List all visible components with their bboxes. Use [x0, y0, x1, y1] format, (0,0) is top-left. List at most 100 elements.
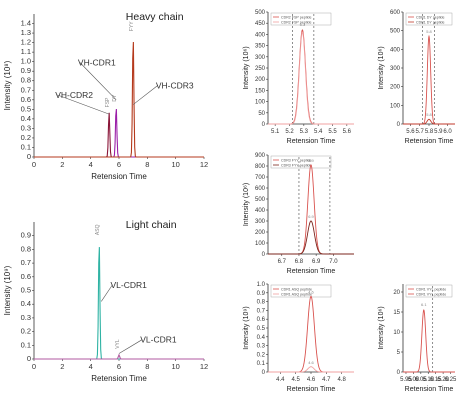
series-line: [403, 309, 455, 373]
x-axis-label: Retension Time: [405, 138, 454, 145]
y-tick-label: 0.8: [257, 300, 266, 306]
x-tick-label: 12: [200, 362, 208, 371]
y-tick-label: 0: [27, 354, 31, 363]
legend-box: [270, 12, 332, 26]
legend-entry: CDR3 FYY peptide: [281, 164, 312, 168]
x-tick-label: 4: [89, 362, 93, 371]
legend-entry: CDR2 FSP peptide: [281, 16, 312, 20]
annotation-leader: [79, 62, 117, 101]
chart-z1: 0 50 100 150 200 250 300 350 400 450 500 5.1 5.2 5.3 5…: [243, 10, 354, 145]
x-tick-label: 6.15: [430, 377, 442, 383]
y-tick-label: 300: [390, 66, 401, 72]
x-axis-label: Retension Time: [405, 386, 454, 393]
y-tick-label: 0.5: [21, 104, 31, 113]
annotation-label: VL-CDR1: [111, 280, 148, 290]
y-tick-label: 500: [390, 29, 401, 35]
x-tick-label: 4.5: [291, 377, 300, 383]
y-tick-label: 400: [390, 47, 401, 53]
x-tick-label: 8: [145, 160, 149, 169]
y-tick-label: 0.8: [21, 76, 31, 85]
y-tick-label: 0.5: [21, 286, 31, 295]
annotation-label: VH-CDR3: [156, 80, 194, 90]
y-tick-label: 0.7: [21, 258, 31, 267]
x-axis-label: Retension Time: [91, 172, 147, 181]
x-tick-label: 5.1: [271, 129, 280, 135]
y-tick-label: 100: [255, 241, 266, 247]
legend-entry: CDR1 DY peptide: [416, 16, 445, 20]
x-axis-label: Retension Time: [287, 138, 336, 145]
legend-entry: CDR1 ASQ peptide: [281, 288, 312, 292]
x-tick-label: 6: [117, 160, 121, 169]
peak-label: 6.9: [308, 214, 314, 219]
x-tick-label: 5.6: [406, 129, 415, 135]
legend-box: [405, 12, 453, 26]
y-tick-label: 10: [393, 330, 400, 336]
legend-entry: CDR3 FYY peptide: [281, 159, 312, 163]
series-line: [34, 112, 204, 158]
y-tick-label: 0.9: [21, 66, 31, 75]
y-tick-label: 150: [255, 88, 266, 94]
chart-z4: 0 0.1 0.2 0.3 0.4 0.5 0.6 0.7 0.8 0.9 1.0 4.4 4.5 4.6…: [243, 282, 354, 393]
x-tick-label: 6.10: [422, 377, 434, 383]
peak-label: 6.1: [421, 302, 427, 307]
y-tick-label: 0.9: [21, 231, 31, 240]
x-tick-label: 6.9: [312, 259, 321, 265]
y-tick-label: 1.1: [21, 47, 31, 56]
y-tick-label: 600: [255, 186, 266, 192]
y-tick-label: 800: [255, 164, 266, 170]
y-tick-label: 0.3: [21, 123, 31, 132]
chart-title: Light chain: [126, 219, 177, 231]
y-tick-label: 0: [262, 252, 266, 258]
x-tick-label: 10: [171, 362, 179, 371]
legend-entry: CDR1 VYL peptide: [416, 288, 446, 292]
peak-label: 4.6: [308, 360, 314, 365]
annotation-label: VL-CDR1: [140, 335, 177, 345]
y-tick-label: 0.3: [21, 313, 31, 322]
y-tick-label: 0.1: [21, 340, 31, 349]
x-tick-label: 8: [145, 362, 149, 371]
y-tick-label: 500: [255, 10, 266, 16]
peak-label: FSP: [105, 97, 111, 107]
y-tick-label: 0.6: [21, 95, 31, 104]
y-tick-label: 0.4: [21, 114, 31, 123]
y-axis-label: Intensity (10⁹): [3, 265, 12, 315]
chart-z3: 0 100 200 300 400 500 600 700 800 900 6.7 6.8 6.9 7.0…: [243, 153, 354, 275]
x-tick-label: 5.6: [343, 129, 352, 135]
peak-label: 5.8: [426, 112, 432, 117]
peak-label: ASQ: [95, 224, 101, 235]
x-tick-label: 4.6: [307, 377, 316, 383]
peak-label: FYY: [129, 21, 135, 31]
series-line: [268, 31, 354, 125]
annotation-leader: [118, 339, 143, 354]
annotation-leader: [57, 94, 110, 115]
y-tick-label: 0: [262, 370, 266, 376]
y-tick-label: 450: [255, 21, 266, 27]
x-tick-label: 2: [60, 362, 64, 371]
y-tick-label: 0.3: [257, 344, 266, 350]
x-tick-label: 5.9: [434, 129, 443, 135]
x-tick-label: 4.7: [322, 377, 331, 383]
x-tick-label: 5.3: [300, 129, 309, 135]
legend-entry: CDR1 VYL peptide: [416, 293, 446, 297]
legend-entry: CDR1 ASQ peptide: [281, 293, 312, 297]
y-tick-label: 350: [255, 44, 266, 50]
series-line: [268, 164, 354, 255]
y-tick-label: 0.1: [21, 142, 31, 151]
series-line: [403, 34, 455, 125]
y-tick-label: 200: [390, 85, 401, 91]
x-tick-label: 6.7: [278, 259, 287, 265]
y-tick-label: 200: [255, 77, 266, 83]
y-tick-label: 0.8: [21, 244, 31, 253]
y-tick-label: 0: [262, 122, 266, 128]
y-tick-label: 900: [255, 153, 266, 159]
y-tick-label: 400: [255, 208, 266, 214]
x-tick-label: 5.2: [285, 129, 294, 135]
peak-label: 5.8: [426, 29, 432, 34]
peak-label: 6.9: [308, 158, 314, 163]
y-axis-label: Intensity (10⁶): [378, 306, 385, 349]
x-tick-label: 5.95: [400, 377, 412, 383]
x-tick-label: 7.0: [329, 259, 338, 265]
